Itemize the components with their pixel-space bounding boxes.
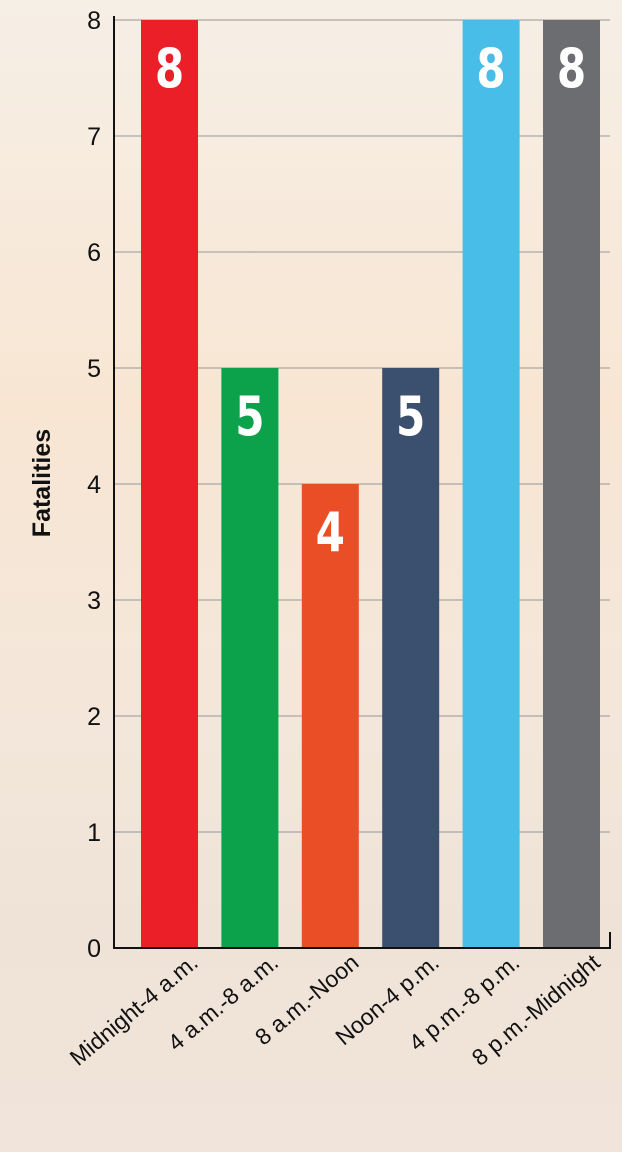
bar bbox=[221, 368, 279, 948]
y-tick-label: 8 bbox=[87, 7, 101, 35]
y-tick-label: 3 bbox=[87, 587, 101, 615]
y-axis-label: Fatalities bbox=[28, 429, 56, 537]
bar bbox=[462, 20, 520, 948]
bar bbox=[301, 484, 359, 948]
y-tick-label: 6 bbox=[87, 239, 101, 267]
y-tick-label: 2 bbox=[87, 703, 101, 731]
y-tick-label: 4 bbox=[87, 471, 101, 499]
y-axis-ticks: 0 1 2 3 4 5 6 7 8 bbox=[87, 7, 101, 963]
axes bbox=[113, 16, 611, 949]
bar bbox=[141, 20, 198, 948]
bar-value-label: 5 bbox=[235, 386, 264, 448]
bars bbox=[141, 20, 600, 948]
bar bbox=[382, 368, 440, 948]
bar-value-label: 8 bbox=[476, 38, 505, 100]
y-tick-label: 1 bbox=[87, 819, 101, 847]
bar-value-label: 8 bbox=[155, 38, 184, 100]
bar-value-label: 5 bbox=[396, 386, 425, 448]
bar-value-label: 4 bbox=[316, 502, 345, 564]
bar-value-label: 8 bbox=[557, 38, 586, 100]
y-tick-label: 0 bbox=[87, 935, 101, 963]
x-axis-ticks: Midnight-4 a.m.4 a.m.-8 a.m.8 a.m.-NoonN… bbox=[65, 949, 606, 1071]
bar bbox=[543, 20, 600, 948]
y-tick-label: 7 bbox=[87, 123, 101, 151]
y-tick-label: 5 bbox=[87, 355, 101, 383]
